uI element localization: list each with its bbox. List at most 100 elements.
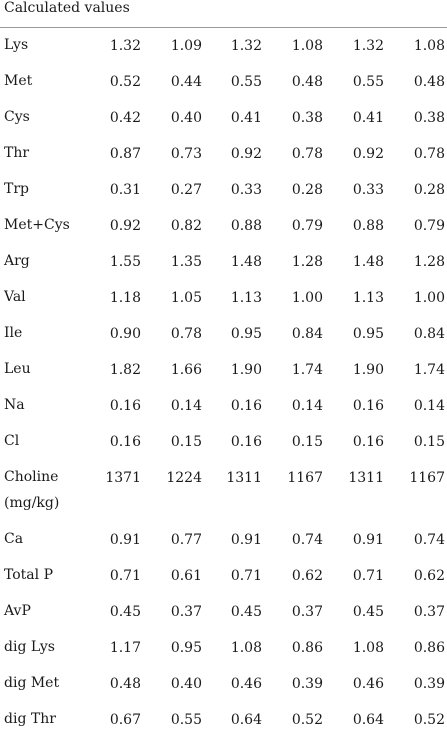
value-cell: 0.61 bbox=[170, 568, 202, 584]
table-row: Choline (mg/kg) 1371 1224 1311 1167 1311 1167 bbox=[0, 460, 447, 522]
row-label: dig Lys bbox=[4, 639, 55, 655]
value-cell: 0.14 bbox=[170, 398, 202, 414]
row-label: Choline (mg/kg) bbox=[4, 469, 60, 511]
value-cell: 0.31 bbox=[109, 182, 141, 198]
value-cell: 1.82 bbox=[109, 362, 141, 378]
value-cell: 1.08 bbox=[352, 640, 384, 656]
value-cell: 1.08 bbox=[291, 38, 323, 54]
value-cell: 0.46 bbox=[230, 676, 262, 692]
value-cell: 1.13 bbox=[230, 290, 262, 306]
table-row: Ile 0.90 0.78 0.95 0.84 0.95 0.84 bbox=[0, 316, 447, 352]
value-cell: 1.90 bbox=[230, 362, 262, 378]
row-label: Thr bbox=[4, 145, 30, 161]
row-label: Lys bbox=[4, 37, 29, 53]
value-cell: 0.48 bbox=[413, 74, 445, 90]
value-cell: 0.14 bbox=[291, 398, 323, 414]
value-cell: 0.79 bbox=[413, 218, 445, 234]
table-row: Cys 0.42 0.40 0.41 0.38 0.41 0.38 bbox=[0, 100, 447, 136]
value-cell: 1.00 bbox=[413, 290, 445, 306]
value-cell: 1.32 bbox=[230, 38, 262, 54]
value-cell: 0.77 bbox=[170, 532, 202, 548]
value-cell: 0.78 bbox=[413, 146, 445, 162]
value-cell: 0.79 bbox=[291, 218, 323, 234]
value-cell: 0.16 bbox=[352, 398, 384, 414]
value-cell: 0.82 bbox=[170, 218, 202, 234]
value-cell: 0.87 bbox=[109, 146, 141, 162]
row-label: dig Met bbox=[4, 675, 60, 691]
value-cell: 0.91 bbox=[230, 532, 262, 548]
value-cell: 0.90 bbox=[109, 326, 141, 342]
value-cell: 0.37 bbox=[291, 604, 323, 620]
value-cell: 0.64 bbox=[230, 712, 262, 728]
value-cell: 1371 bbox=[105, 470, 141, 486]
value-cell: 0.14 bbox=[413, 398, 445, 414]
section-header-calculated-values: Calculated values bbox=[0, 0, 447, 28]
value-cell: 0.95 bbox=[170, 640, 202, 656]
row-label: AvP bbox=[4, 603, 31, 619]
value-cell: 1167 bbox=[287, 470, 323, 486]
value-cell: 0.33 bbox=[352, 182, 384, 198]
value-cell: 1.00 bbox=[291, 290, 323, 306]
value-cell: 1311 bbox=[348, 470, 384, 486]
row-label: Na bbox=[4, 397, 25, 413]
value-cell: 0.27 bbox=[170, 182, 202, 198]
value-cell: 0.15 bbox=[170, 434, 202, 450]
value-cell: 0.74 bbox=[413, 532, 445, 548]
value-cell: 1.18 bbox=[109, 290, 141, 306]
value-cell: 0.45 bbox=[109, 604, 141, 620]
value-cell: 0.91 bbox=[109, 532, 141, 548]
row-label: dig Thr bbox=[4, 711, 56, 727]
value-cell: 1.28 bbox=[291, 254, 323, 270]
value-cell: 1167 bbox=[409, 470, 445, 486]
value-cell: 1.74 bbox=[291, 362, 323, 378]
row-label: Arg bbox=[4, 253, 30, 269]
value-cell: 1.90 bbox=[352, 362, 384, 378]
table-row: Na 0.16 0.14 0.16 0.14 0.16 0.14 bbox=[0, 388, 447, 424]
value-cell: 0.37 bbox=[170, 604, 202, 620]
table-row: Leu 1.82 1.66 1.90 1.74 1.90 1.74 bbox=[0, 352, 447, 388]
value-cell: 0.39 bbox=[413, 676, 445, 692]
value-cell: 0.71 bbox=[230, 568, 262, 584]
value-cell: 0.91 bbox=[352, 532, 384, 548]
value-cell: 0.16 bbox=[230, 434, 262, 450]
value-cell: 1.08 bbox=[230, 640, 262, 656]
value-cell: 0.84 bbox=[413, 326, 445, 342]
value-cell: 1.66 bbox=[170, 362, 202, 378]
row-label: Cys bbox=[4, 109, 30, 125]
value-cell: 1224 bbox=[166, 470, 202, 486]
value-cell: 0.84 bbox=[291, 326, 323, 342]
value-cell: 0.15 bbox=[291, 434, 323, 450]
value-cell: 0.88 bbox=[230, 218, 262, 234]
value-cell: 0.48 bbox=[291, 74, 323, 90]
value-cell: 0.16 bbox=[109, 398, 141, 414]
value-cell: 0.16 bbox=[230, 398, 262, 414]
value-cell: 1.05 bbox=[170, 290, 202, 306]
value-cell: 0.16 bbox=[352, 434, 384, 450]
table-row: Met+Cys 0.92 0.82 0.88 0.79 0.88 0.79 bbox=[0, 208, 447, 244]
table-row: Trp 0.31 0.27 0.33 0.28 0.33 0.28 bbox=[0, 172, 447, 208]
value-cell: 0.86 bbox=[413, 640, 445, 656]
value-cell: 0.62 bbox=[413, 568, 445, 584]
row-label: Ca bbox=[4, 531, 24, 547]
value-cell: 0.44 bbox=[170, 74, 202, 90]
value-cell: 0.42 bbox=[109, 110, 141, 126]
value-cell: 0.95 bbox=[352, 326, 384, 342]
table-row: Met 0.52 0.44 0.55 0.48 0.55 0.48 bbox=[0, 64, 447, 100]
value-cell: 1.08 bbox=[413, 38, 445, 54]
table-row: Cl 0.16 0.15 0.16 0.15 0.16 0.15 bbox=[0, 424, 447, 460]
value-cell: 1.55 bbox=[109, 254, 141, 270]
value-cell: 0.64 bbox=[352, 712, 384, 728]
row-label: Met+Cys bbox=[4, 217, 70, 233]
value-cell: 0.52 bbox=[291, 712, 323, 728]
table-row: Lys 1.32 1.09 1.32 1.08 1.32 1.08 bbox=[0, 28, 447, 64]
value-cell: 1.13 bbox=[352, 290, 384, 306]
table-row: Total P 0.71 0.61 0.71 0.62 0.71 0.62 bbox=[0, 558, 447, 594]
section-title: Calculated values bbox=[4, 0, 130, 16]
value-cell: 0.78 bbox=[291, 146, 323, 162]
table-row: Arg 1.55 1.35 1.48 1.28 1.48 1.28 bbox=[0, 244, 447, 280]
value-cell: 0.46 bbox=[352, 676, 384, 692]
value-cell: 1.09 bbox=[170, 38, 202, 54]
value-cell: 0.71 bbox=[352, 568, 384, 584]
value-cell: 0.78 bbox=[170, 326, 202, 342]
table-row: dig Thr 0.67 0.55 0.64 0.52 0.64 0.52 bbox=[0, 702, 447, 738]
